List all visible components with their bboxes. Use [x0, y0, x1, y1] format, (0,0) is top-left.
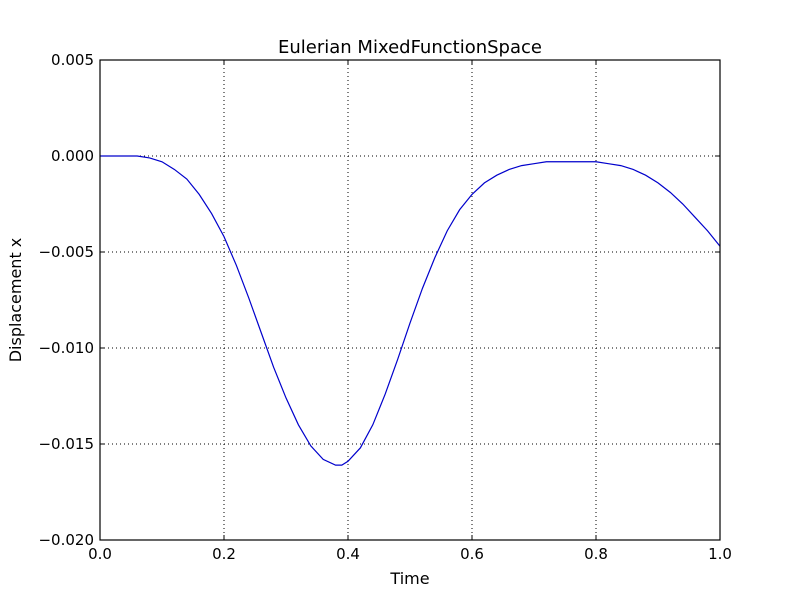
y-tick-label: −0.020 [38, 531, 94, 549]
x-tick-label: 0.8 [584, 545, 608, 563]
plot-area-frame [99, 59, 721, 541]
x-tick-label: 1.0 [708, 545, 732, 563]
y-tick-label: −0.010 [38, 339, 94, 357]
series-line-0 [100, 155, 721, 466]
grid [100, 60, 720, 540]
x-tick-label: 0.4 [336, 545, 360, 563]
x-tick-label: 0.6 [460, 545, 484, 563]
y-tick-label: −0.005 [38, 243, 94, 261]
y-tick-label: 0.005 [51, 51, 94, 69]
x-axis-ticks: 0.0 0.2 0.4 0.6 0.8 1.0 [88, 60, 732, 563]
chart-title: Eulerian MixedFunctionSpace [278, 37, 542, 58]
y-tick-label: −0.015 [38, 435, 94, 453]
y-axis-ticks: 0.005 0.000 −0.005 −0.010 −0.015 −0.020 [38, 51, 720, 549]
x-tick-label: 0.0 [88, 545, 112, 563]
y-tick-label: 0.000 [51, 147, 94, 165]
x-tick-label: 0.2 [212, 545, 236, 563]
x-axis-label: Time [389, 569, 429, 588]
y-axis-label: Displacement x [6, 238, 25, 363]
